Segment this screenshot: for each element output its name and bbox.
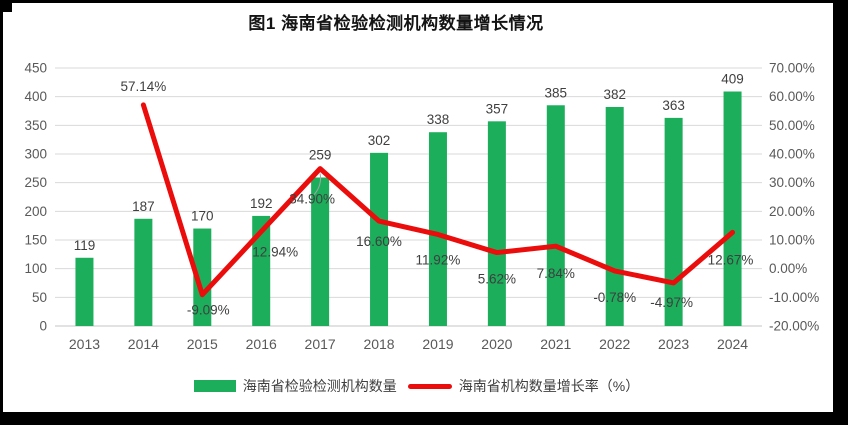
bar (193, 228, 212, 326)
bar (428, 132, 447, 326)
x-axis-tick-label: 2020 (481, 336, 512, 352)
bar (723, 91, 742, 326)
chart-title: 图1 海南省检验检测机构数量增长情况 (248, 14, 544, 33)
bar-value-label: 119 (74, 238, 96, 253)
bar-value-label: 259 (309, 148, 332, 163)
chart-legend: 海南省检验检测机构数量 海南省机构数量增长率（%） (0, 375, 833, 397)
x-axis-tick-label: 2013 (69, 336, 100, 352)
y-axis-tick-label: 50 (32, 290, 47, 305)
legend-bar-swatch-icon (193, 380, 236, 392)
x-axis-tick-label: 2018 (363, 336, 394, 352)
y2-axis-tick-label: -10.00% (769, 290, 819, 305)
y2-axis-tick-label: 70.00% (769, 61, 815, 76)
x-axis-tick-label: 2014 (128, 336, 159, 352)
x-axis-tick-label: 2024 (717, 336, 748, 352)
bar (134, 218, 153, 326)
frame-border-left (0, 0, 3, 425)
x-axis-tick-label: 2021 (540, 336, 571, 352)
line-point-label: 5.62% (478, 272, 516, 287)
bar-value-label: 382 (603, 87, 626, 102)
legend-line-label: 海南省机构数量增长率（%） (458, 378, 640, 394)
bar (664, 117, 683, 326)
y2-axis-tick-label: 50.00% (769, 118, 815, 133)
y2-axis-tick-label: 40.00% (769, 147, 815, 162)
bar (311, 177, 330, 326)
x-axis-tick-label: 2015 (187, 336, 218, 352)
bar-value-label: 187 (132, 199, 155, 214)
callout-line (313, 173, 321, 195)
bar-value-label: 385 (545, 85, 568, 100)
y-axis-tick-label: 100 (24, 261, 47, 276)
line-point-label: 12.94% (252, 245, 298, 260)
frame-border-right (833, 0, 848, 425)
line-point-label: 11.92% (416, 252, 461, 267)
line-point-label: 16.60% (356, 234, 402, 249)
y2-axis-tick-label: 20.00% (769, 204, 815, 219)
y-axis-tick-label: 200 (24, 204, 47, 219)
bar-value-label: 192 (250, 196, 273, 211)
line-point-label: 57.14% (120, 79, 166, 94)
frame-border-bottom (0, 412, 848, 425)
bar (75, 257, 94, 326)
y2-axis-tick-label: -20.00% (769, 319, 819, 334)
y2-axis-tick-label: 0.00% (769, 261, 807, 276)
line-point-label: -9.09% (187, 303, 230, 318)
legend-line-swatch-icon (407, 383, 452, 389)
bar (252, 215, 271, 326)
bar (370, 152, 389, 326)
y2-axis-tick-label: 30.00% (769, 175, 815, 190)
y2-axis-tick-label: 60.00% (769, 89, 815, 104)
line-point-label: 34.90% (289, 192, 335, 207)
y2-axis-tick-label: 10.00% (769, 233, 815, 248)
y-axis-tick-label: 150 (24, 233, 47, 248)
y-axis-tick-label: 0 (39, 319, 47, 334)
bar-value-label: 409 (721, 72, 744, 87)
line-point-label: 7.84% (537, 266, 575, 281)
x-axis-tick-label: 2016 (246, 336, 277, 352)
y-axis-tick-label: 300 (24, 147, 47, 162)
y-axis-tick-label: 350 (24, 118, 47, 133)
frame-border-top (0, 0, 848, 3)
y-axis-tick-label: 450 (24, 61, 47, 76)
frame-corner-block (0, 0, 12, 12)
y-axis-tick-label: 250 (24, 175, 47, 190)
bar-value-label: 357 (486, 101, 509, 116)
bar-value-label: 338 (427, 112, 450, 127)
line-point-label: -0.78% (593, 290, 636, 305)
line-point-label: -4.97% (650, 295, 693, 310)
line-point-label: 12.67% (708, 252, 754, 267)
x-axis-tick-label: 2019 (422, 336, 453, 352)
legend-bar-label: 海南省检验检测机构数量 (242, 378, 397, 394)
bar (487, 121, 506, 326)
line-series (140, 102, 736, 298)
bar-value-label: 302 (368, 133, 391, 148)
bar-value-label: 363 (662, 98, 685, 113)
bar-value-label: 170 (191, 209, 214, 224)
x-axis-tick-label: 2017 (305, 336, 336, 352)
x-axis-tick-label: 2023 (658, 336, 689, 352)
x-axis-tick-label: 2022 (599, 336, 630, 352)
bar (546, 105, 565, 327)
y-axis-tick-label: 400 (24, 89, 47, 104)
